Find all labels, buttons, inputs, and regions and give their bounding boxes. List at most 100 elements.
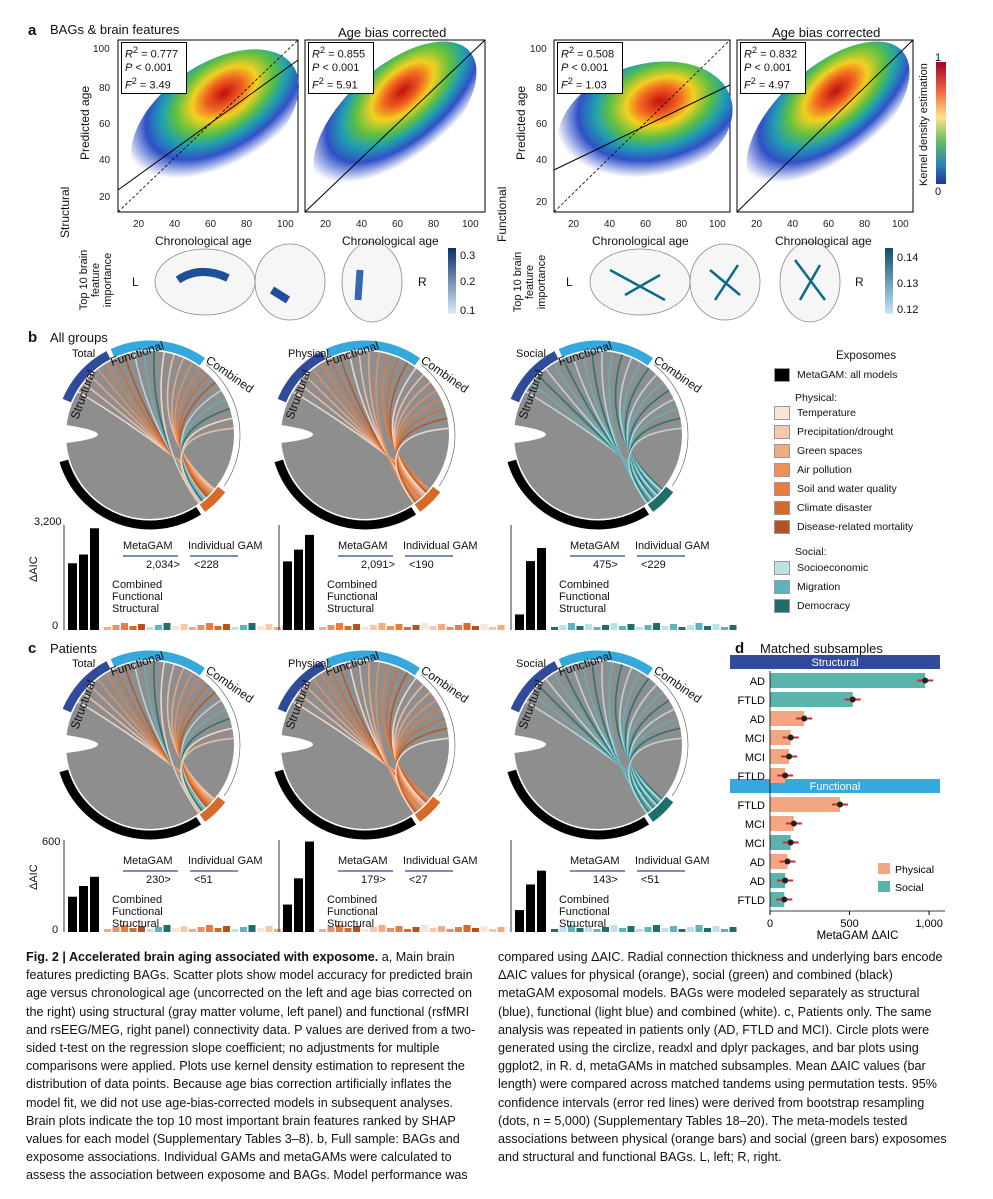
b-physical-bars [278, 525, 505, 630]
c-indiv-value-2: <51 [641, 874, 660, 886]
c-functional-label-2: Functional [559, 906, 610, 918]
b-social-indiv-bar-13 [661, 626, 669, 630]
svg-text:100: 100 [530, 44, 547, 55]
d-legend-social-swatch [878, 881, 890, 892]
b-physical-indiv-bar-8 [387, 626, 394, 630]
importance-label-1: Top 10 brain feature importance [78, 249, 114, 311]
svg-text:80: 80 [676, 219, 688, 230]
c-social-indiv-bar-6 [602, 927, 609, 932]
svg-text:100: 100 [93, 44, 110, 55]
c-physical-indiv-bar-15 [446, 929, 454, 932]
panel-c-label: c [28, 640, 37, 657]
c-physical-indiv-bar-6 [370, 927, 377, 932]
legend-physical-2: Green spaces [774, 444, 862, 458]
b-physical-indiv-bar-12 [421, 623, 428, 630]
c-physical-indiv-bar-5 [361, 929, 369, 932]
legend-swatch [774, 444, 790, 458]
svg-text:60: 60 [823, 219, 835, 230]
b-social-indiv-bar-17 [695, 623, 703, 630]
legend-social-header: Social: [795, 546, 827, 558]
ylabel-1: Predicted age [78, 85, 92, 160]
d-struct-header [730, 655, 940, 669]
c-indiv-label-1: Individual GAM [403, 855, 478, 867]
b-social-indiv-bar-6 [602, 625, 609, 630]
svg-text:80: 80 [859, 219, 871, 230]
c-social-indiv-bar-18 [704, 928, 711, 932]
b-social-indiv-bar-0 [551, 627, 558, 630]
c-metagam-label-1: MetaGAM [338, 855, 388, 867]
c-social-indiv-bar-8 [619, 928, 626, 932]
c-social-indiv-bar-1 [559, 927, 567, 932]
c-social-indiv-bar-7 [610, 925, 618, 932]
panel-a-label: a [28, 22, 37, 39]
b-indiv-label-1: Individual GAM [403, 540, 478, 552]
legend-label: Socioeconomic [797, 562, 869, 574]
d-bar-1-2 [770, 835, 791, 850]
svg-text:80: 80 [428, 219, 440, 230]
d-cat-0-5: FTLD [738, 771, 766, 783]
d-dot-0-3 [787, 734, 794, 741]
svg-text:20: 20 [133, 219, 145, 230]
row-label-functional: Functional [495, 186, 509, 242]
b-social-indiv-bar-11 [644, 625, 652, 630]
c-social-bar-0 [515, 910, 524, 932]
svg-text:100: 100 [277, 219, 294, 230]
c-total-indiv-bar-6 [155, 927, 162, 932]
d-cat-0-0: AD [750, 676, 765, 688]
b-social-indiv-bar-15 [678, 627, 686, 630]
svg-text:20: 20 [320, 219, 332, 230]
b-physical-indiv-bar-19 [480, 624, 488, 630]
r2-value: = 0.777 [141, 48, 179, 61]
b-functional-label-2: Functional [559, 591, 610, 603]
func-scale-0: 0.14 [897, 252, 919, 264]
c-physical-bar-2 [305, 841, 314, 932]
legend-metagam-label: MetaGAM: all models [797, 369, 898, 381]
hemi-l-1: L [132, 275, 139, 289]
stat-box-2: R2 = 0.855 P < 0.001 F2 = 5.91 [308, 42, 374, 95]
c-physical-indiv-bar-19 [480, 926, 488, 932]
func-scale-2: 0.12 [897, 304, 919, 316]
b-combined-label-0: Combined [112, 579, 162, 591]
b-physical-indiv-bar-10 [404, 627, 411, 630]
svg-text:20: 20 [536, 197, 548, 208]
b-metagam-label-0: MetaGAM [123, 540, 173, 552]
c-social-bar-2 [537, 870, 546, 932]
d-dot-1-1 [790, 820, 797, 827]
b-total-indiv-bar-11 [197, 625, 205, 630]
xlabel-2: Chronological age [342, 234, 439, 248]
d-struct-header-label: Structural [811, 657, 858, 669]
d-tick-1: 500 [840, 918, 858, 930]
b-social-chord [507, 340, 693, 530]
b-social-indiv-bar-20 [721, 627, 728, 630]
struct-importance-bar [448, 248, 456, 314]
c-physical-bar-1 [294, 878, 303, 932]
c-total-indiv-bar-1 [112, 927, 120, 932]
c-group-total: Total [72, 658, 96, 670]
d-legend-social: Social [895, 882, 924, 894]
struct-scale-2: 0.1 [460, 305, 476, 317]
c-social-indiv-bar-5 [593, 929, 601, 932]
svg-text:80: 80 [241, 219, 253, 230]
c-total-bars [63, 840, 290, 932]
legend-swatch [774, 561, 790, 575]
c-structural-label-0: Structural [112, 918, 159, 930]
b-physical-indiv-bar-16 [455, 625, 462, 630]
caption-left: Fig. 2 | Accelerated brain aging associa… [26, 948, 478, 1185]
hemi-l-2: L [566, 275, 573, 289]
b-total-bar-0 [68, 563, 77, 630]
func-importance-bar [885, 248, 893, 314]
b-total-indiv-bar-4 [138, 624, 145, 630]
c-social-indiv-bar-12 [653, 925, 660, 932]
c-functional-label-0: Functional [112, 906, 163, 918]
c-structural-label-2: Structural [559, 918, 606, 930]
bias-title-right: Age bias corrected [772, 25, 881, 40]
c-physical-indiv-bar-8 [387, 928, 394, 932]
panel-d-chart: Structural Functional AD FTLD AD MCI MCI FTLD FT… [730, 655, 945, 941]
b-total-indiv-bar-8 [172, 626, 179, 630]
c-metagam-value-2: 143> [593, 874, 618, 886]
svg-text:80: 80 [99, 83, 111, 94]
d-bar-0-1 [770, 692, 853, 707]
c-physical-indiv-bar-20 [489, 929, 496, 932]
svg-text:20: 20 [568, 219, 580, 230]
d-bar-0-0 [770, 673, 926, 688]
